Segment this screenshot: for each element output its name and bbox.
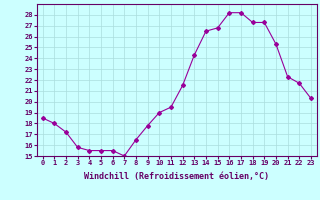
X-axis label: Windchill (Refroidissement éolien,°C): Windchill (Refroidissement éolien,°C) [84,172,269,181]
